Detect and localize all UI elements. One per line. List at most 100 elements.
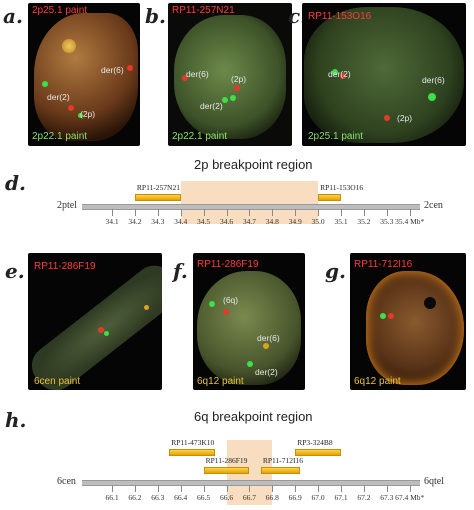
chromosome-label: (2p) (80, 109, 96, 119)
probe-label-bottom: 2p22.1 paint (172, 131, 228, 142)
chromosome-axis (82, 480, 420, 486)
probe-label-bottom: 2p22.1 paint (32, 131, 88, 142)
signal (428, 93, 436, 101)
clone-bar (134, 194, 181, 201)
nucleus-b (174, 15, 286, 139)
micrograph-e: RP11-286F19 6cen paint (28, 253, 162, 390)
axis-tick-label: 66.8 (265, 493, 279, 502)
axis-tick (363, 485, 365, 492)
clone-label: RP11-286F19 (205, 456, 248, 465)
axis-tick-label: 66.1 (105, 493, 119, 502)
clone-label: RP3-324B8 (297, 438, 333, 447)
panel-letter-e: e. (5, 259, 25, 283)
axis-tick-label: 66.4 (174, 493, 188, 502)
axis-tick (341, 485, 342, 492)
clone-bar (203, 467, 250, 474)
probe-label-bottom: 6q12 paint (197, 376, 244, 387)
axis-left-end: 6cen (57, 476, 76, 487)
map-2p-breakpoint: 2ptel 2cen 34.1 34.2 34.3 34.4 34.5 34.6 34.7 3… (0, 0, 474, 240)
chromosome-label: der(2) (200, 101, 223, 111)
chromosome-label: der(6) (186, 69, 209, 79)
axis-tick (226, 209, 228, 216)
clone-label: RP11-473K10 (171, 438, 215, 447)
signal (144, 305, 149, 310)
axis-tick (157, 209, 159, 216)
micrograph-a: 2p25.1 paint der(6) der(2) (2p) 2p22.1 p… (28, 3, 140, 146)
axis-tick-label: 35.0 (311, 217, 325, 226)
axis-tick-label: 34.7 (242, 217, 256, 226)
axis-tick (249, 485, 251, 492)
micrograph-g: RP11-712I16 6q12 paint (350, 253, 466, 390)
axis-tick (134, 485, 136, 492)
signal (68, 105, 74, 111)
probe-label-top: 2p25.1 paint (32, 5, 88, 16)
signal (384, 115, 390, 121)
signal (42, 81, 48, 87)
axis-tick-label: 35.3 (380, 217, 394, 226)
axis-tick (112, 209, 113, 216)
axis-tick (409, 209, 411, 216)
axis-tick-label: 67.0 (311, 493, 325, 502)
signal (104, 331, 109, 336)
signal (127, 65, 133, 71)
axis-tick (112, 485, 113, 492)
axis-tick-label: 34.3 (151, 217, 165, 226)
probe-label-bottom: 6cen paint (34, 376, 81, 387)
nucleus-g (366, 271, 464, 385)
probe-label-top: RP11-286F19 (197, 259, 259, 270)
axis-tick (363, 209, 365, 216)
signal (182, 75, 188, 81)
clone-bar (318, 194, 341, 201)
axis-tick (272, 209, 274, 216)
chromosome-label: (6q) (223, 295, 239, 305)
signal (332, 69, 338, 75)
chromosome-label: (2p) (231, 74, 247, 84)
chromosome-label: der(2) (255, 367, 278, 377)
signal (263, 343, 269, 349)
axis-tick (203, 485, 205, 492)
clone-bar (169, 449, 216, 456)
chromosome-label: (2p) (397, 113, 413, 123)
nucleus-c (304, 7, 464, 143)
signal (98, 327, 104, 333)
axis-tick (409, 485, 411, 492)
probe-label-bottom: 2p25.1 paint (308, 131, 364, 142)
signal (388, 313, 394, 319)
signal (78, 113, 83, 118)
micrograph-f: RP11-286F19 (6q) der(6) der(2) 6q12 pain… (193, 253, 305, 390)
clone-label: RP11-153O16 (320, 183, 364, 192)
nucleus-a (34, 13, 138, 141)
axis-left-end: 2ptel (57, 200, 77, 211)
chromosome-label: der(6) (101, 65, 124, 75)
panel-letter-g: g. (325, 259, 346, 283)
chromosome-label: der(2) (47, 92, 70, 102)
axis-tick-label: 66.5 (197, 493, 211, 502)
signal (230, 95, 236, 101)
probe-label-top: RP11-153O16 (308, 11, 372, 22)
panel-letter-f: f. (173, 259, 188, 283)
axis-tick (318, 485, 320, 492)
axis-tick (180, 209, 182, 216)
axis-tick (134, 209, 136, 216)
axis-tick-label: 67.1 (334, 493, 348, 502)
chromosome-axis (82, 204, 420, 210)
axis-tick-label: 66.6 (219, 493, 234, 502)
signal (223, 309, 229, 315)
panel-letter-h: h. (5, 408, 27, 432)
signal (340, 73, 346, 79)
axis-tick-label: 67.2 (357, 493, 371, 502)
axis-tick (295, 485, 297, 492)
axis-tick-label: 67.3 (380, 493, 394, 502)
axis-tick (295, 209, 297, 216)
probe-label-top: RP11-712I16 (354, 259, 413, 270)
axis-right-end: 2cen (424, 200, 443, 211)
axis-tick-label: 35.4 Mb* (395, 217, 425, 226)
clone-bar (295, 449, 341, 456)
axis-tick (386, 485, 388, 492)
panel-letter-a: a. (3, 4, 23, 28)
signal (380, 313, 386, 319)
axis-tick (226, 485, 228, 492)
axis-tick (249, 209, 251, 216)
axis-tick (341, 209, 342, 216)
